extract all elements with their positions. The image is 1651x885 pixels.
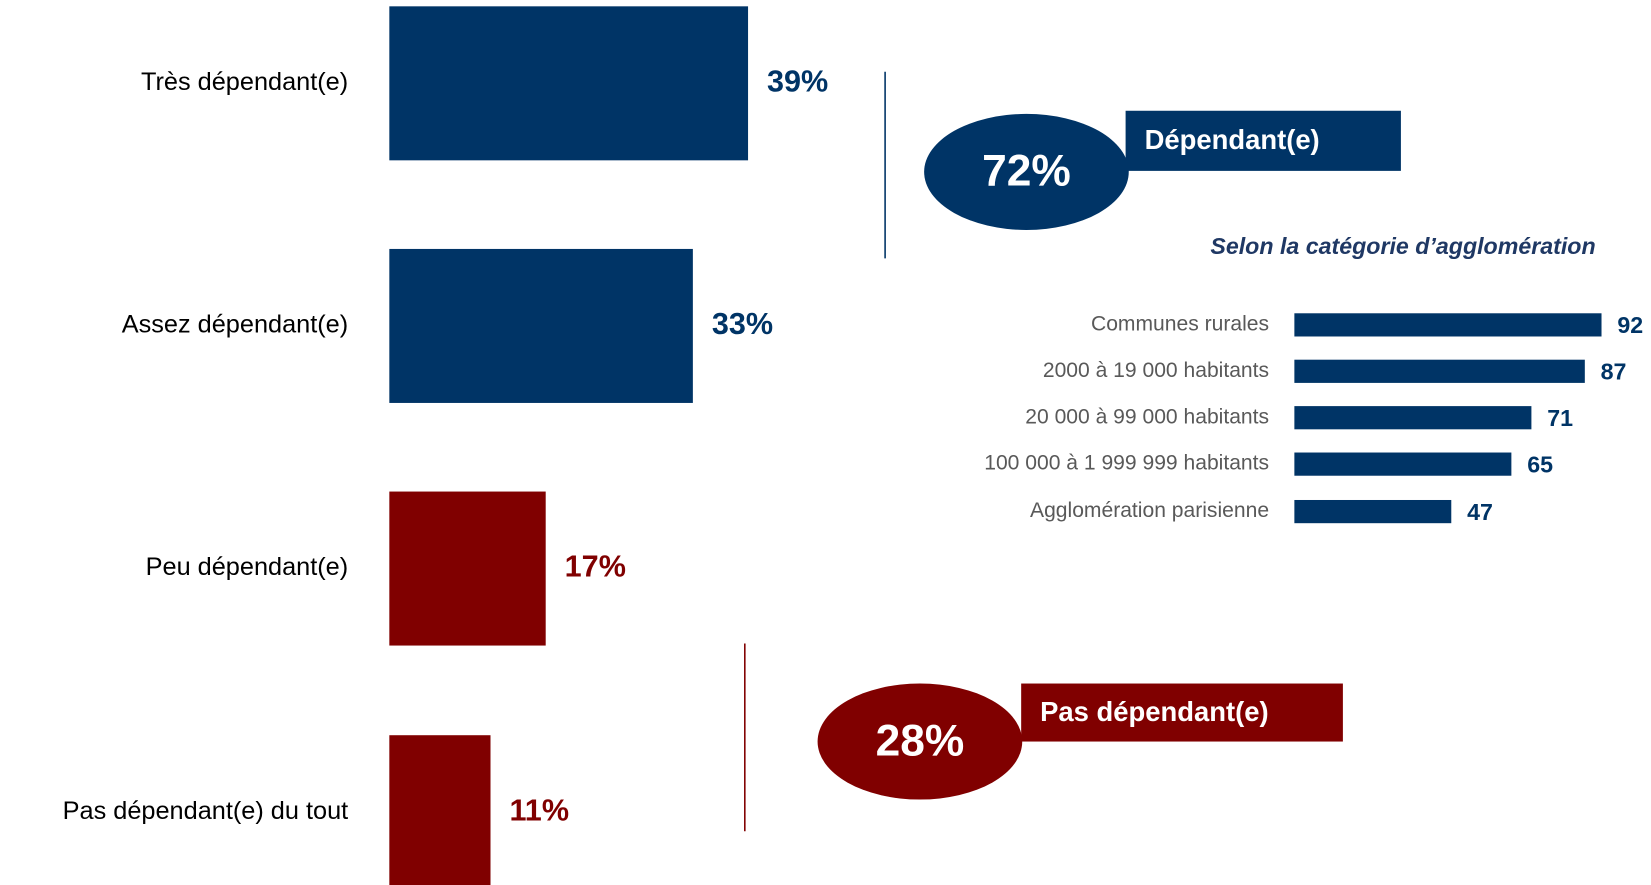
category-label: Très dépendant(e) — [141, 68, 348, 96]
value-label: 71 — [1547, 405, 1573, 431]
category-label: Communes rurales — [1091, 312, 1269, 335]
bar — [389, 6, 749, 161]
badge-ellipse — [924, 113, 1129, 230]
value-label: 92 — [1617, 312, 1643, 338]
bar — [1294, 499, 1452, 524]
category-label: Peu dépendant(e) — [146, 553, 349, 581]
category-label: Agglomération parisienne — [1030, 499, 1269, 522]
value-label: 39% — [767, 64, 828, 98]
value-label: 33% — [712, 307, 773, 341]
badge-value: 72% — [982, 147, 1071, 196]
bar — [389, 735, 491, 885]
bar — [1294, 359, 1585, 383]
badge-box — [1021, 683, 1343, 742]
bar — [1294, 406, 1532, 430]
category-label: 2000 à 19 000 habitants — [1043, 359, 1269, 382]
badge-label: Dépendant(e) — [1145, 124, 1320, 155]
bar — [1294, 452, 1512, 476]
bar — [389, 491, 546, 646]
value-label: 17% — [565, 550, 626, 584]
bar — [1294, 313, 1602, 337]
badge-value: 28% — [876, 716, 965, 765]
value-label: 65 — [1527, 451, 1553, 477]
badge-label: Pas dépendant(e) — [1040, 696, 1268, 727]
badge-box — [1125, 110, 1401, 171]
category-label: Pas dépendant(e) du tout — [63, 797, 349, 825]
value-label: 47 — [1467, 499, 1493, 525]
category-label: 20 000 à 99 000 habitants — [1025, 405, 1269, 428]
value-label: 87 — [1601, 359, 1627, 385]
category-label: 100 000 à 1 999 999 habitants — [984, 452, 1269, 475]
bar — [389, 248, 693, 403]
value-label: 11% — [509, 793, 569, 827]
category-label: Assez dépendant(e) — [122, 311, 348, 339]
badge-ellipse — [817, 683, 1023, 800]
subchart-title: Selon la catégorie d’agglomération — [1210, 233, 1595, 259]
